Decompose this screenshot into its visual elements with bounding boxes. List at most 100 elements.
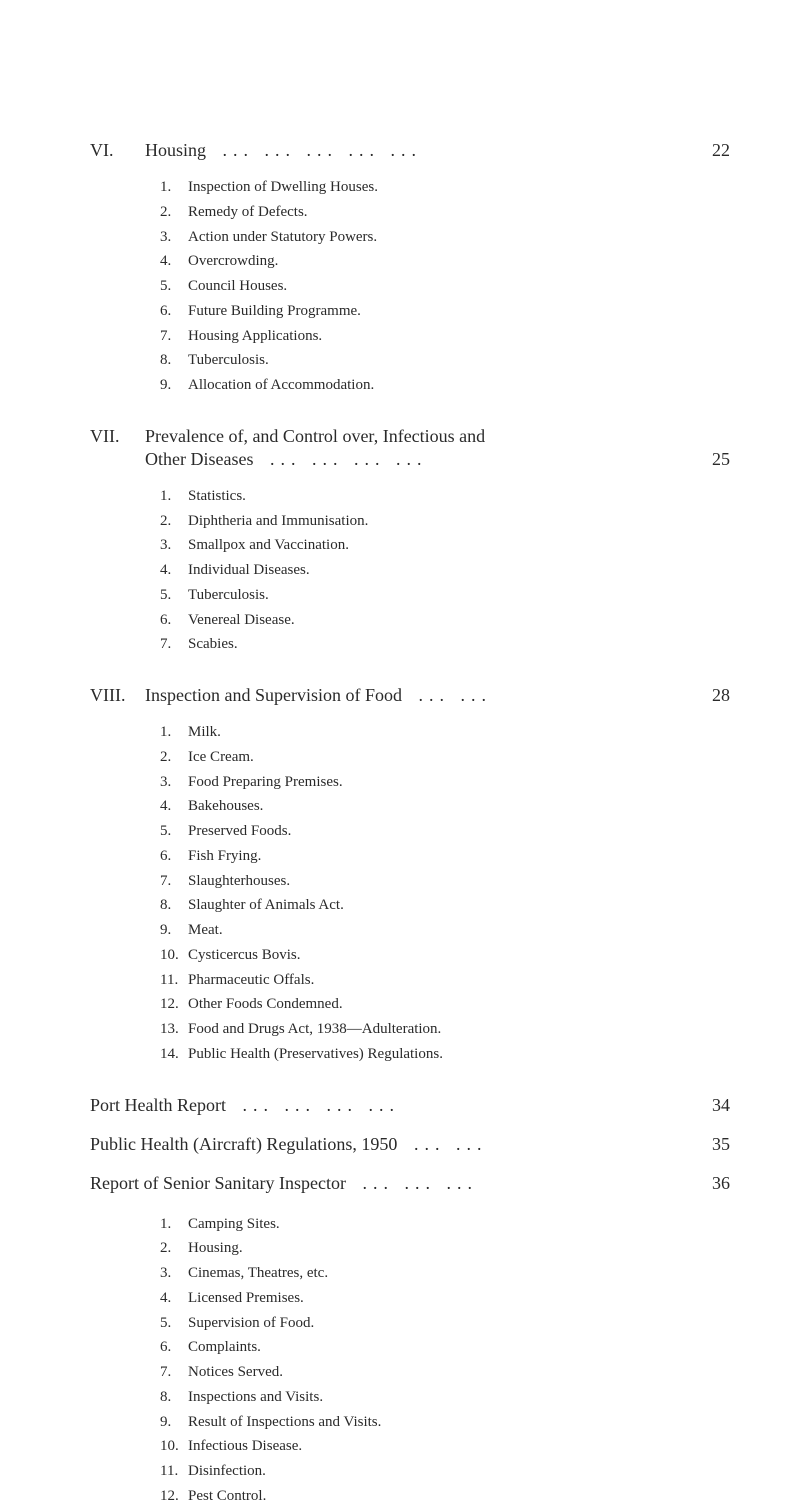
item-number: 11. [160,1459,188,1484]
title-text: Housing [145,140,206,160]
list-item: 3.Smallpox and Vaccination. [160,533,730,558]
item-text: Food and Drugs Act, 1938—Adulteration. [188,1017,441,1042]
page-number: 35 [712,1134,730,1155]
list-item: 4.Overcrowding. [160,249,730,274]
section-header-vii-cont: Other Diseases ... ... ... ... 25 [90,449,730,470]
item-number: 8. [160,1385,188,1410]
list-item: 8.Slaughter of Animals Act. [160,893,730,918]
item-number: 7. [160,632,188,657]
list-item: 11.Disinfection. [160,1459,730,1484]
item-text: Pest Control. [188,1484,266,1509]
page-number: 22 [712,140,730,161]
item-number: 5. [160,274,188,299]
item-number: 14. [160,1042,188,1067]
list-item: 10.Cysticercus Bovis. [160,943,730,968]
item-text: Scabies. [188,632,238,657]
item-number: 2. [160,745,188,770]
list-item: 7.Slaughterhouses. [160,869,730,894]
item-number: 9. [160,373,188,398]
list-item: 2.Housing. [160,1236,730,1261]
sanitary-inspector-section: Report of Senior Sanitary Inspector ... … [90,1173,730,1194]
item-text: Future Building Programme. [188,299,361,324]
title-text: Report of Senior Sanitary Inspector [90,1173,346,1193]
item-number: 7. [160,324,188,349]
item-number: 12. [160,992,188,1017]
title-text-line2: Other Diseases [145,449,253,469]
item-number: 4. [160,249,188,274]
port-health-section: Port Health Report ... ... ... ... 34 [90,1095,730,1116]
list-item: 5.Tuberculosis. [160,583,730,608]
list-item: 1.Inspection of Dwelling Houses. [160,175,730,200]
list-item: 1.Milk. [160,720,730,745]
item-text: Infectious Disease. [188,1434,302,1459]
item-number: 3. [160,1261,188,1286]
list-item: 4.Individual Diseases. [160,558,730,583]
item-number: 6. [160,608,188,633]
standalone-title: Public Health (Aircraft) Regulations, 19… [90,1134,499,1154]
item-text: Licensed Premises. [188,1286,304,1311]
item-number: 5. [160,819,188,844]
item-text: Disinfection. [188,1459,266,1484]
page-number: 36 [712,1173,730,1194]
list-item: 7.Housing Applications. [160,324,730,349]
item-number: 2. [160,1236,188,1261]
section-title-line2: Other Diseases ... ... ... ... [145,449,730,470]
item-text: Overcrowding. [188,249,278,274]
item-number: 12. [160,1484,188,1509]
item-number: 1. [160,720,188,745]
item-text: Public Health (Preservatives) Regulation… [188,1042,443,1067]
list-item: 7.Scabies. [160,632,730,657]
item-text: Inspection of Dwelling Houses. [188,175,378,200]
item-number: 4. [160,794,188,819]
list-item: 1.Camping Sites. [160,1212,730,1237]
list-item: 14.Public Health (Preservatives) Regulat… [160,1042,730,1067]
section-header-viii: VIII. Inspection and Supervision of Food… [90,685,730,706]
item-number: 6. [160,1335,188,1360]
list-item: 1.Statistics. [160,484,730,509]
list-item: 8.Inspections and Visits. [160,1385,730,1410]
list-item: 9.Allocation of Accommodation. [160,373,730,398]
item-number: 4. [160,1286,188,1311]
item-text: Complaints. [188,1335,261,1360]
list-item: 3.Food Preparing Premises. [160,770,730,795]
items-list-inspector: 1.Camping Sites.2.Housing.3.Cinemas, The… [160,1212,730,1509]
list-item: 5.Supervision of Food. [160,1311,730,1336]
item-text: Diphtheria and Immunisation. [188,509,368,534]
list-item: 11.Pharmaceutic Offals. [160,968,730,993]
item-text: Inspections and Visits. [188,1385,323,1410]
item-number: 6. [160,299,188,324]
list-item: 12.Pest Control. [160,1484,730,1509]
item-text: Council Houses. [188,274,287,299]
section-header-vi: VI. Housing ... ... ... ... ... 22 [90,140,730,161]
section-header-vii: VII. Prevalence of, and Control over, In… [90,426,730,447]
item-text: Pharmaceutic Offals. [188,968,314,993]
list-item: 6.Future Building Programme. [160,299,730,324]
item-text: Notices Served. [188,1360,283,1385]
items-list-viii: 1.Milk.2.Ice Cream.3.Food Preparing Prem… [160,720,730,1067]
list-item: 7.Notices Served. [160,1360,730,1385]
standalone-title: Report of Senior Sanitary Inspector ... … [90,1173,490,1193]
item-number: 10. [160,943,188,968]
item-text: Bakehouses. [188,794,263,819]
section-title: Housing ... ... ... ... ... [145,140,730,161]
item-text: Result of Inspections and Visits. [188,1410,381,1435]
item-text: Remedy of Defects. [188,200,308,225]
page-number: 34 [712,1095,730,1116]
page-number: 25 [712,449,730,470]
list-item: 13.Food and Drugs Act, 1938—Adulteration… [160,1017,730,1042]
item-text: Food Preparing Premises. [188,770,343,795]
item-number: 5. [160,583,188,608]
leader-dots: ... ... [414,1134,488,1154]
item-number: 2. [160,509,188,534]
items-list-vii: 1.Statistics.2.Diphtheria and Immunisati… [160,484,730,657]
item-text: Fish Frying. [188,844,261,869]
item-number: 7. [160,869,188,894]
list-item: 9.Meat. [160,918,730,943]
aircraft-regulations-section: Public Health (Aircraft) Regulations, 19… [90,1134,730,1155]
item-text: Cysticercus Bovis. [188,943,301,968]
list-item: 2.Ice Cream. [160,745,730,770]
list-item: 10.Infectious Disease. [160,1434,730,1459]
list-item: 2.Diphtheria and Immunisation. [160,509,730,534]
item-number: 3. [160,533,188,558]
list-item: 9.Result of Inspections and Visits. [160,1410,730,1435]
